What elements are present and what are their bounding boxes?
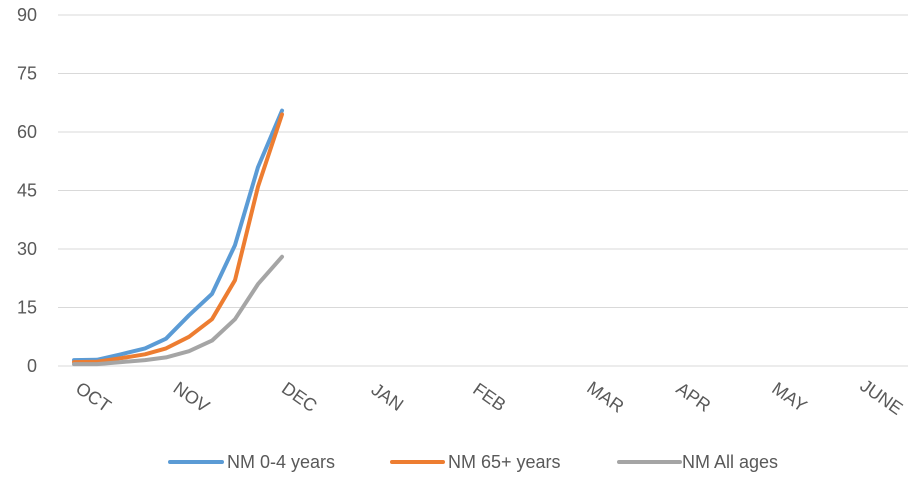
series-line-2 [72,112,284,365]
x-tick-label: MAR [583,377,627,416]
series-line-1 [72,108,284,363]
x-axis-ticks: OCT NOV DEC JAN FEB MAR APR MAY JUNE [72,375,906,418]
y-tick-label: 60 [17,122,37,142]
x-tick-label: NOV [170,378,213,417]
legend-label: NM 0-4 years [227,452,335,472]
x-tick-label: JUNE [856,375,906,418]
x-tick-label: MAY [768,378,810,416]
x-tick-label: DEC [278,378,321,416]
series-line-3 [72,254,284,367]
x-tick-label: APR [673,378,715,416]
y-tick-label: 30 [17,239,37,259]
x-tick-label: JAN [368,379,407,415]
series-lines [72,108,284,367]
y-tick-label: 90 [17,5,37,25]
x-tick-label: OCT [72,378,115,416]
legend-label: NM All ages [682,452,778,472]
y-tick-label: 75 [17,64,37,84]
y-tick-label: 0 [27,356,37,376]
y-axis-ticks: 0 15 30 45 60 75 90 [17,5,37,376]
x-tick-label: FEB [469,379,509,415]
y-tick-label: 45 [17,181,37,201]
y-tick-label: 15 [17,298,37,318]
legend: NM 0-4 years NM 65+ years NM All ages [168,452,778,472]
legend-label: NM 65+ years [448,452,561,472]
gridlines [58,14,908,367]
